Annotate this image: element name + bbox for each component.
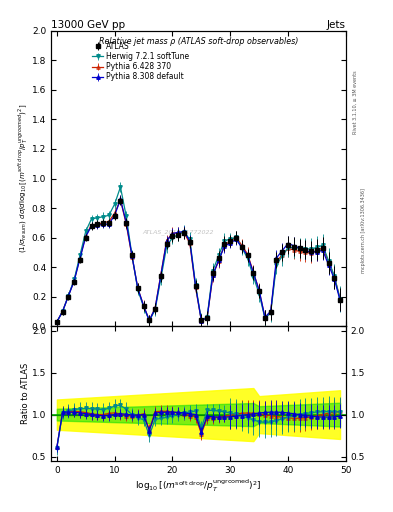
Text: Relative jet mass ρ (ATLAS soft-drop observables): Relative jet mass ρ (ATLAS soft-drop obs… — [99, 37, 298, 46]
Text: mcplots.cern.ch [arXiv:1306.3436]: mcplots.cern.ch [arXiv:1306.3436] — [361, 188, 366, 273]
Text: Rivet 3.1.10, ≥ 3M events: Rivet 3.1.10, ≥ 3M events — [353, 71, 358, 134]
Text: ATLAS_2019_I1772022: ATLAS_2019_I1772022 — [142, 229, 213, 234]
Y-axis label: Ratio to ATLAS: Ratio to ATLAS — [22, 363, 31, 424]
Text: Jets: Jets — [327, 20, 346, 30]
Text: 13000 GeV pp: 13000 GeV pp — [51, 20, 125, 30]
Y-axis label: $(1/\sigma_{resum})$ $d\sigma/d\log_{10}[(m^{soft\ drop}/p_T^{ungroomed})^2]$: $(1/\sigma_{resum})$ $d\sigma/d\log_{10}… — [17, 104, 31, 253]
X-axis label: $\log_{10}[(m^{\mathrm{soft\ drop}}/p_T^{\mathrm{ungroomed}})^2]$: $\log_{10}[(m^{\mathrm{soft\ drop}}/p_T^… — [135, 477, 262, 494]
Legend: ATLAS, Herwig 7.2.1 softTune, Pythia 6.428 370, Pythia 8.308 default: ATLAS, Herwig 7.2.1 softTune, Pythia 6.4… — [90, 40, 190, 83]
